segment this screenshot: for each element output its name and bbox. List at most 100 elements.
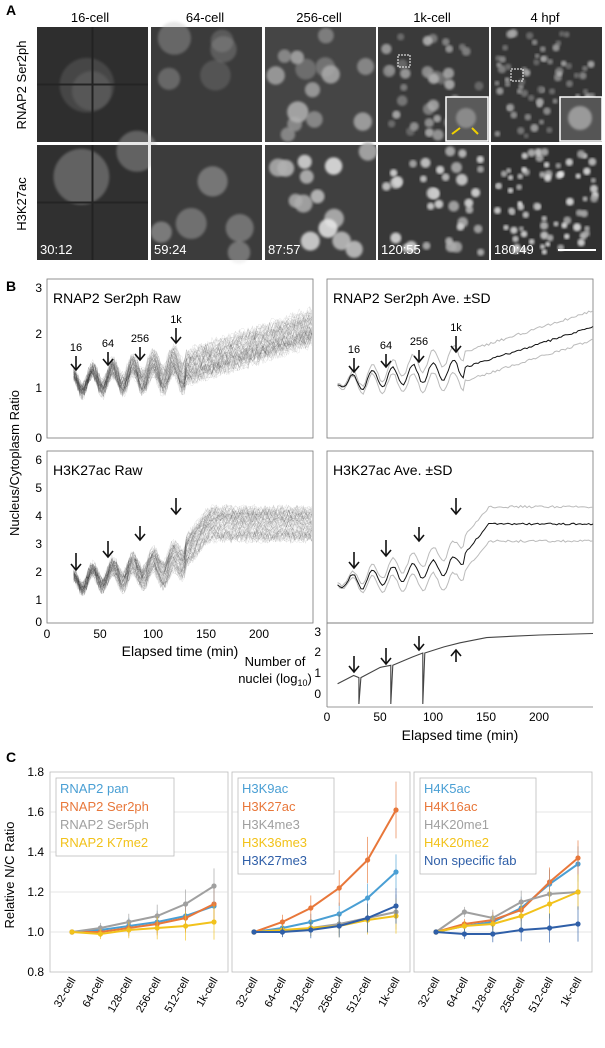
- nucleus-spot: [540, 148, 549, 156]
- nucleus-spot: [197, 166, 228, 197]
- nucleus-spot: [383, 65, 396, 77]
- nucleus-spot: [288, 193, 303, 208]
- category-label: 64-cell: [444, 976, 471, 1010]
- raw-trace: [73, 334, 313, 395]
- raw-trace: [73, 326, 313, 395]
- arrow-head: [450, 648, 462, 657]
- nucleus-spot: [507, 174, 514, 181]
- nucleus-spot: [448, 200, 460, 212]
- category-label: 256-cell: [134, 976, 164, 1015]
- micrograph-tile: [491, 27, 602, 142]
- nucleus-spot: [332, 231, 351, 251]
- data-point: [575, 855, 581, 861]
- nucleus-spot: [465, 205, 474, 214]
- nucleus-spot: [584, 225, 590, 232]
- nucleus-spot: [445, 146, 456, 157]
- mean-line: [337, 522, 594, 590]
- nucleus-spot: [400, 68, 411, 79]
- raw-trace: [73, 516, 313, 591]
- raw-trace: [73, 504, 313, 588]
- nucleus-spot: [427, 99, 440, 112]
- nucleus-spot: [565, 62, 573, 70]
- nucleus-spot: [503, 224, 509, 231]
- nucleus-spot: [227, 241, 251, 264]
- data-point: [365, 915, 371, 921]
- raw-trace: [73, 327, 313, 395]
- x-tick-label: 200: [529, 710, 549, 724]
- arrow-marker: [450, 498, 462, 516]
- raw-trace: [73, 331, 313, 398]
- arrow-head: [380, 549, 392, 558]
- raw-trace: [73, 330, 313, 396]
- y-tick-label: 0.8: [27, 965, 44, 979]
- nucleus-spot: [502, 44, 509, 51]
- sd-lower: [337, 338, 594, 396]
- raw-trace: [73, 316, 313, 391]
- nucleus-spot: [426, 187, 439, 200]
- raw-trace: [73, 528, 313, 593]
- raw-trace: [73, 318, 312, 394]
- nucleus-spot: [563, 233, 570, 240]
- arrow-labels-top-right: 16 64 256 1k: [348, 322, 462, 356]
- nucleus-spot: [518, 78, 526, 86]
- nucleus-spot: [590, 194, 598, 203]
- category-label: 512-cell: [345, 976, 375, 1015]
- legend: H3K9ac H3K27ac H3K4me3 H3K36me3 H3K27me3: [237, 777, 335, 875]
- nucleus-spot: [510, 226, 518, 234]
- series-line: [71, 885, 215, 933]
- nucleus-spot: [451, 241, 463, 253]
- x-tick-label: 50: [373, 710, 387, 724]
- legend-box: [419, 777, 537, 875]
- nucleus-spot: [495, 182, 503, 190]
- raw-trace: [73, 528, 313, 594]
- nucleus-spot: [526, 32, 534, 40]
- arrow-head: [348, 665, 360, 674]
- x-axis-label-nuclei: Elapsed time (min): [402, 727, 519, 743]
- data-point: [154, 913, 160, 919]
- nucleus-spot: [353, 112, 372, 131]
- nucleus-spot: [510, 111, 518, 119]
- arrow-label: 16: [348, 344, 360, 356]
- nucleus-spot: [456, 173, 468, 186]
- nucleus-spot: [494, 80, 500, 86]
- nucleus-spot: [157, 21, 191, 55]
- arrow-labels-top-left: 16 64 256 1k: [70, 314, 182, 354]
- plot-frame-ser2-raw: [46, 278, 314, 439]
- y-tick-label: 1.8: [27, 765, 44, 779]
- raw-trace: [73, 518, 313, 593]
- nucleus-spot: [443, 67, 455, 79]
- chart-frame: [231, 771, 411, 973]
- nucleus-spot: [537, 85, 545, 94]
- nucleus-spot: [565, 158, 574, 166]
- nucleus-spot: [549, 88, 556, 95]
- raw-trace: [73, 516, 313, 593]
- raw-trace: [73, 511, 313, 589]
- arrow-head: [134, 533, 146, 542]
- raw-trace: [73, 333, 313, 398]
- raw-trace: [73, 340, 312, 400]
- row-label-h3k27ac: H3K27ac: [14, 177, 29, 231]
- nucleus-spot: [210, 36, 237, 63]
- panel-label-a: A: [6, 2, 16, 18]
- nucleus-spot: [523, 69, 531, 77]
- raw-trace: [73, 504, 313, 591]
- raw-trace: [73, 516, 312, 592]
- raw-trace: [73, 508, 313, 590]
- category-label: 512-cell: [527, 976, 557, 1015]
- raw-traces-ser2: [73, 306, 313, 401]
- nucleus-spot: [387, 120, 396, 128]
- raw-trace: [73, 521, 313, 595]
- nucleus-spot: [494, 130, 501, 137]
- raw-trace: [73, 519, 313, 592]
- x-ticks-left: 0 50 100 150 200: [44, 627, 270, 641]
- nucleus-spot: [496, 62, 502, 68]
- raw-trace: [73, 306, 313, 388]
- arrow-head: [348, 561, 360, 570]
- data-point: [126, 927, 132, 933]
- nucleus-spot: [445, 45, 454, 53]
- nucleus-spot: [456, 223, 465, 231]
- data-point: [183, 923, 189, 929]
- nucleus-spot: [396, 95, 408, 106]
- nucleus-spot: [390, 232, 402, 244]
